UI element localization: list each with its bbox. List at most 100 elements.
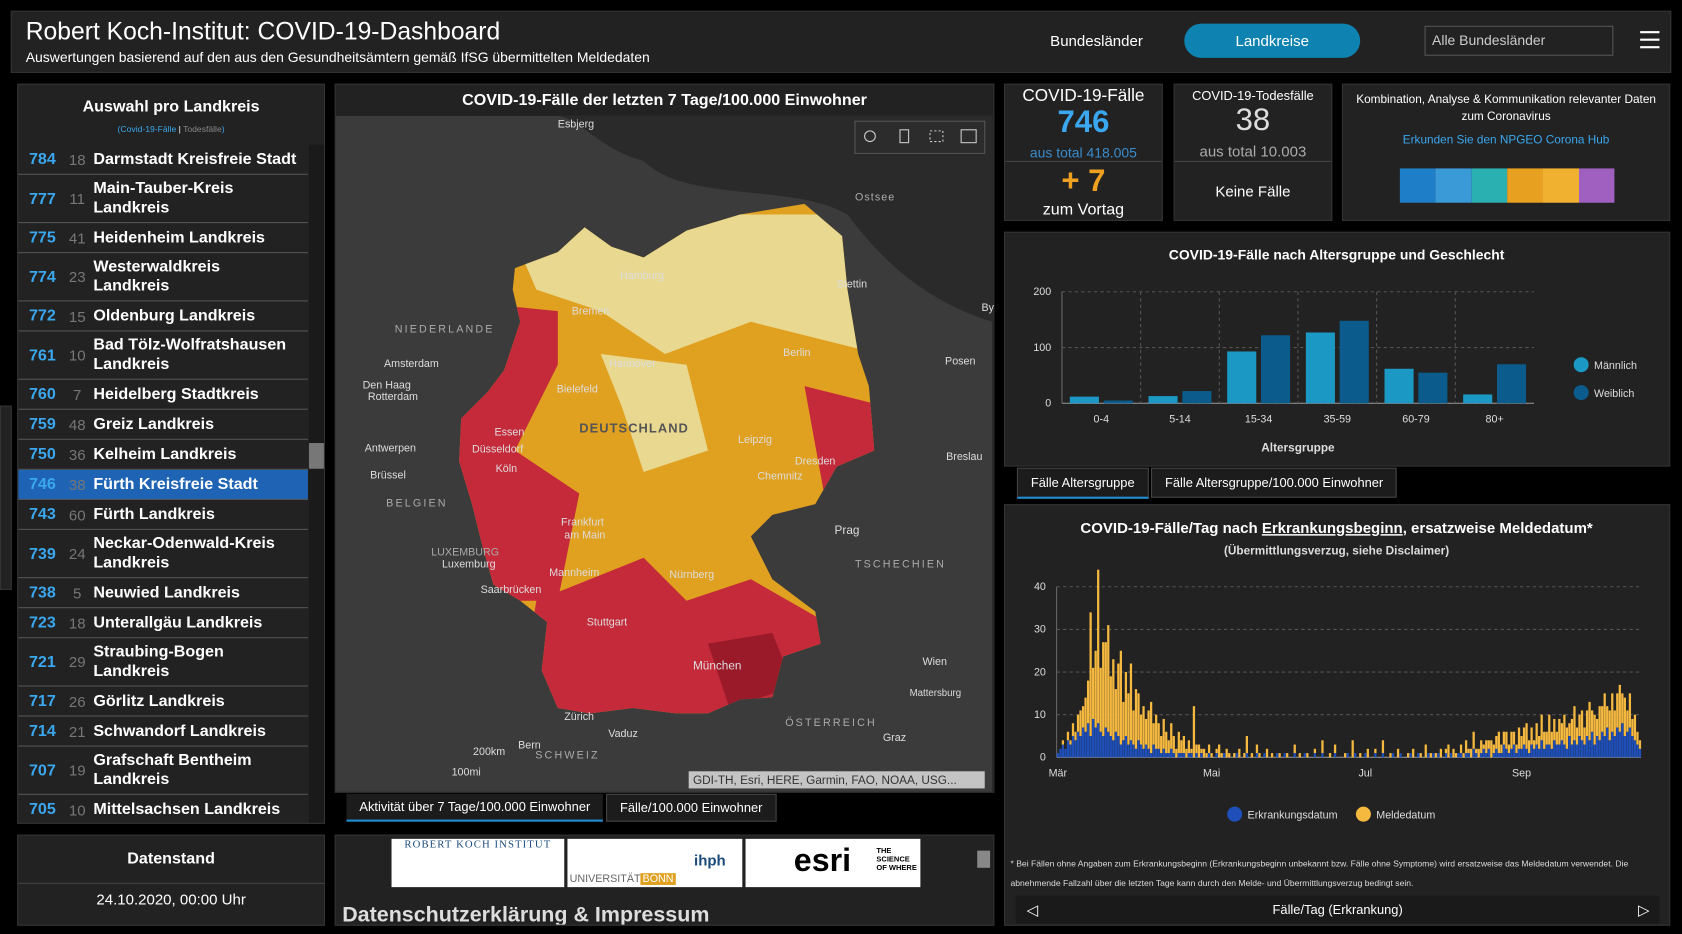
list-row[interactable]: 750 36 Kelheim Landkreis xyxy=(18,440,308,470)
header: Robert Koch-Institut: COVID-19-Dashboard… xyxy=(10,10,1672,73)
map-label: BELGIEN xyxy=(386,497,447,509)
bar-segment xyxy=(1207,753,1211,758)
bar-segment xyxy=(1525,723,1528,749)
bar-segment xyxy=(1167,740,1170,754)
bar-segment xyxy=(1061,740,1065,745)
next-button[interactable]: ▷ xyxy=(1638,901,1650,919)
map-label: Düsseldorf xyxy=(472,444,523,456)
tab-active[interactable]: Fälle Altersgruppe xyxy=(1016,467,1149,499)
map-label: Stettin xyxy=(837,278,867,290)
list-row[interactable]: 777 11 Main-Tauber-Kreis Landkreis xyxy=(18,175,308,224)
bar-segment xyxy=(1497,753,1500,758)
district-name: Schwandorf Landkreis xyxy=(93,721,266,740)
bar-segment xyxy=(1122,740,1125,758)
bar-segment xyxy=(1432,753,1435,758)
bookmark-icon[interactable] xyxy=(899,129,910,144)
logo[interactable]: esri THE SCIENCE OF WHERE xyxy=(745,838,921,888)
death-count: 23 xyxy=(68,268,86,286)
bar-segment xyxy=(1631,718,1634,737)
tab[interactable]: Bundesländer xyxy=(1050,32,1143,50)
list-row[interactable]: 759 48 Greiz Landkreis xyxy=(18,410,308,440)
bar-segment xyxy=(1613,710,1616,737)
deaths-box: COVID-19-Todesfälle 38 aus total 10.003 … xyxy=(1173,83,1333,221)
bar-segment xyxy=(1512,731,1516,745)
list-row[interactable]: 739 24 Neckar-Odenwald-Kreis Landkreis xyxy=(18,530,308,579)
scrollbar[interactable] xyxy=(977,850,991,868)
bar-segment xyxy=(1527,753,1531,758)
bar-segment xyxy=(1608,740,1611,758)
x-tick-label: Jul xyxy=(1358,768,1372,780)
death-count: 38 xyxy=(68,475,86,493)
bar-segment xyxy=(1364,753,1367,758)
bar-segment xyxy=(1165,731,1168,754)
bar-segment xyxy=(1218,744,1221,758)
map-label: Amsterdam xyxy=(384,358,439,370)
list-row[interactable]: 772 15 Oldenburg Landkreis xyxy=(18,301,308,332)
map-label: Antwerpen xyxy=(365,443,416,455)
bar-segment xyxy=(1535,744,1538,758)
list-row[interactable]: 743 60 Fürth Landkreis xyxy=(18,500,308,530)
list-row[interactable]: 714 21 Schwandorf Landkreis xyxy=(18,717,308,747)
search-icon[interactable] xyxy=(864,130,876,143)
menu-button[interactable] xyxy=(1640,31,1660,49)
list-row[interactable]: 721 29 Straubing-Bogen Landkreis xyxy=(18,638,308,687)
bar-segment xyxy=(1197,744,1201,758)
dropdown[interactable]: Alle Bundesländer xyxy=(1424,25,1614,56)
list-row[interactable]: 784 18 Darmstadt Kreisfreie Stadt xyxy=(18,145,308,175)
bar-segment xyxy=(1608,710,1611,741)
logo[interactable]: UNIVERSITÄT BONN ihph xyxy=(567,838,743,888)
list-icon[interactable] xyxy=(929,130,944,143)
bar-segment xyxy=(1585,736,1589,758)
bar-segment xyxy=(1071,736,1075,758)
bar-segment xyxy=(1467,748,1470,754)
list-row[interactable]: 705 10 Mittelsachsen Landkreis xyxy=(18,795,308,823)
bar-segment xyxy=(1636,744,1639,758)
tab[interactable]: Fälle/100.000 Einwohner xyxy=(606,793,777,822)
list-row[interactable]: 746 38 Fürth Kreisfreie Stadt xyxy=(18,469,308,500)
list-row[interactable]: 723 18 Unterallgäu Landkreis xyxy=(18,608,308,639)
bar-segment xyxy=(1142,748,1145,758)
bar-segment xyxy=(1117,736,1120,758)
bar-segment xyxy=(1255,753,1259,758)
logo[interactable]: ROBERT KOCH INSTITUT xyxy=(391,838,565,888)
bar-segment xyxy=(1147,748,1150,758)
list-row[interactable]: 775 41 Heidenheim Landkreis xyxy=(18,223,308,254)
list-row[interactable]: 707 19 Grafschaft Bentheim Landkreis xyxy=(18,747,308,795)
map-label: Den Haag xyxy=(363,379,411,391)
basemap-icon[interactable] xyxy=(960,129,977,144)
y-tick-label: 0 xyxy=(1045,398,1051,410)
bar-segment xyxy=(1444,748,1448,754)
list-row[interactable]: 717 26 Görlitz Landkreis xyxy=(18,687,308,717)
list-row[interactable]: 738 5 Neuwied Landkreis xyxy=(18,578,308,609)
tab-active[interactable]: Landkreise xyxy=(1184,23,1361,58)
bar-segment xyxy=(1593,714,1596,745)
tab[interactable]: Fälle Altersgruppe/100.000 Einwohner xyxy=(1151,467,1398,498)
x-tick-label: 60-79 xyxy=(1402,414,1429,426)
bar-segment xyxy=(1565,748,1569,758)
bar-segment xyxy=(1454,753,1458,758)
bar-segment xyxy=(1109,736,1112,758)
list-row[interactable]: 761 10 Bad Tölz-Wolfratshausen Landkreis xyxy=(18,331,308,380)
list-row[interactable]: 760 7 Heidelberg Stadtkreis xyxy=(18,380,308,410)
heading[interactable]: Datenschutzerklärung & Impressum xyxy=(342,903,710,926)
delta: + 7 xyxy=(1061,164,1106,199)
bar-segment xyxy=(1286,753,1289,758)
scrollbar[interactable] xyxy=(308,144,324,823)
deaths-value: 38 xyxy=(1235,102,1271,138)
hub-icons[interactable] xyxy=(1399,168,1615,203)
tab-active[interactable]: Aktivität über 7 Tage/100.000 Einwohner xyxy=(346,793,604,822)
bar-segment xyxy=(1283,753,1286,758)
title-part[interactable]: Erkrankungsbeginn xyxy=(1262,520,1403,537)
side-toggle[interactable] xyxy=(0,405,12,590)
death-count: 10 xyxy=(68,800,86,818)
map-label: ÖSTERREICH xyxy=(785,717,877,729)
case-count: 774 xyxy=(28,267,56,286)
prev-button[interactable]: ◁ xyxy=(1026,901,1039,919)
map-toolbar[interactable] xyxy=(854,120,986,154)
bar-segment xyxy=(1399,753,1402,758)
bar-segment xyxy=(1517,748,1521,758)
list-row[interactable]: 774 23 Westerwaldkreis Landkreis xyxy=(18,253,308,302)
case-count: 777 xyxy=(28,189,56,208)
hub-link[interactable]: Erkunden Sie den NPGEO Corona Hub xyxy=(1402,134,1610,147)
y-tick-label: 40 xyxy=(1034,581,1046,593)
